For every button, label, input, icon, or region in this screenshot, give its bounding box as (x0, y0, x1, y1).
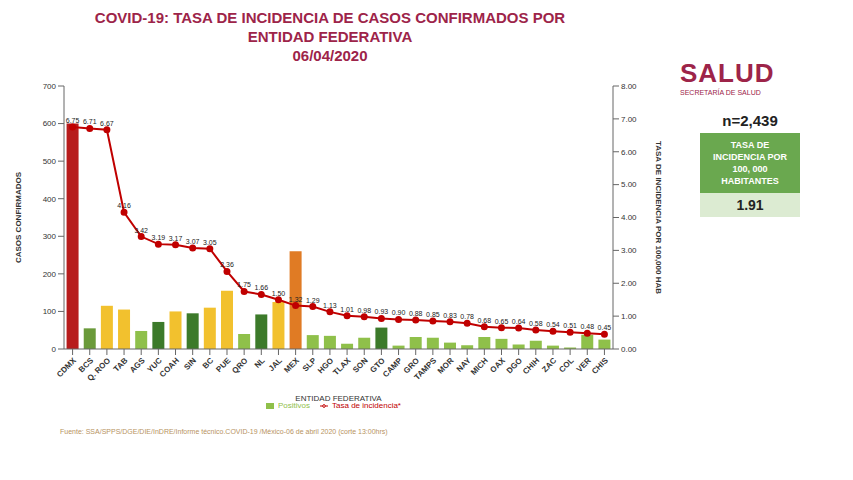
svg-text:6.71: 6.71 (83, 118, 97, 125)
svg-text:ENTIDAD FEDERATIVA: ENTIDAD FEDERATIVA (295, 394, 382, 403)
svg-text:MICH: MICH (469, 356, 490, 377)
svg-text:0.83: 0.83 (443, 312, 457, 319)
svg-text:0.98: 0.98 (357, 307, 371, 314)
svg-text:CHIS: CHIS (590, 356, 610, 376)
svg-text:0.68: 0.68 (478, 317, 492, 324)
svg-text:VER: VER (575, 356, 593, 374)
svg-text:200: 200 (43, 270, 57, 279)
svg-text:QRO: QRO (230, 356, 249, 375)
svg-text:GTO: GTO (368, 356, 387, 375)
svg-text:600: 600 (43, 119, 57, 128)
html-text:SALUD: SALUD (680, 58, 775, 88)
svg-text:YUC: YUC (145, 356, 164, 375)
svg-text:0.93: 0.93 (375, 308, 389, 315)
html-text:Tasa de incidencia*: Tasa de incidencia* (332, 401, 401, 410)
svg-text:7.00: 7.00 (621, 115, 637, 124)
svg-text:HGO: HGO (316, 356, 336, 376)
html-text:SECRETARÍA DE SALUD: SECRETARÍA DE SALUD (680, 89, 761, 96)
svg-text:0.51: 0.51 (563, 322, 577, 329)
svg-text:CDMX: CDMX (55, 356, 78, 379)
svg-text:3.07: 3.07 (186, 238, 200, 245)
svg-text:OAX: OAX (488, 356, 507, 375)
svg-text:0.54: 0.54 (546, 321, 560, 328)
svg-text:4.00: 4.00 (621, 213, 637, 222)
svg-text:500: 500 (43, 157, 57, 166)
svg-text:1.29: 1.29 (306, 297, 320, 304)
svg-text:0.65: 0.65 (495, 318, 509, 325)
svg-text:3.42: 3.42 (134, 227, 148, 234)
svg-text:6.75: 6.75 (66, 117, 80, 124)
svg-text:0.85: 0.85 (426, 311, 440, 318)
svg-text:1.75: 1.75 (237, 281, 251, 288)
svg-text:0.88: 0.88 (409, 310, 423, 317)
svg-text:GRO: GRO (401, 356, 422, 376)
svg-text:0.48: 0.48 (580, 323, 594, 330)
svg-text:BC: BC (201, 356, 216, 371)
html-text:06/04/2020: 06/04/2020 (292, 47, 368, 64)
svg-text:TASA DE INCIDENCIA POR 100,000: TASA DE INCIDENCIA POR 100,000 HAB (654, 141, 663, 294)
svg-text:JAL: JAL (267, 356, 284, 373)
svg-text:3.00: 3.00 (621, 246, 637, 255)
svg-text:1.00: 1.00 (621, 312, 637, 321)
svg-text:MOR: MOR (436, 356, 456, 376)
svg-text:6.00: 6.00 (621, 148, 637, 157)
html-text:n=2,439: n=2,439 (722, 112, 778, 129)
svg-text:3.19: 3.19 (152, 234, 166, 241)
svg-text:3.17: 3.17 (169, 235, 183, 242)
svg-text:CHIH: CHIH (521, 356, 541, 376)
svg-text:4.16: 4.16 (117, 202, 131, 209)
html-text:Fuente: SSA/SPPS/DGE/DIE/InDRE: Fuente: SSA/SPPS/DGE/DIE/InDRE/Informe t… (60, 428, 388, 435)
svg-text:2.36: 2.36 (220, 261, 234, 268)
svg-text:ZAC: ZAC (540, 356, 558, 374)
svg-text:0.90: 0.90 (392, 309, 406, 316)
svg-text:5.00: 5.00 (621, 180, 637, 189)
svg-text:MEX: MEX (282, 356, 301, 375)
svg-text:400: 400 (43, 195, 57, 204)
svg-text:300: 300 (43, 232, 57, 241)
svg-text:2.00: 2.00 (621, 279, 637, 288)
svg-text:1.13: 1.13 (323, 302, 337, 309)
svg-text:0.45: 0.45 (598, 324, 612, 331)
svg-text:SLP: SLP (301, 356, 319, 374)
svg-text:1.50: 1.50 (272, 290, 286, 297)
svg-text:0.78: 0.78 (460, 313, 474, 320)
svg-text:COAH: COAH (158, 356, 181, 379)
svg-text:100: 100 (43, 307, 57, 316)
svg-text:BCS: BCS (76, 356, 96, 375)
svg-text:0.64: 0.64 (512, 318, 526, 325)
svg-text:3.05: 3.05 (203, 239, 217, 246)
svg-text:TAMPS: TAMPS (413, 356, 439, 382)
svg-text:0.58: 0.58 (529, 320, 543, 327)
svg-text:AGS: AGS (128, 356, 147, 375)
svg-text:NAY: NAY (454, 356, 473, 374)
svg-text:0: 0 (52, 345, 57, 354)
svg-text:1.01: 1.01 (340, 306, 354, 313)
svg-text:DGO: DGO (505, 356, 524, 375)
html-text:TASA DE INCIDENCIA POR 100, 00: TASA DE INCIDENCIA POR 100, 000 HABITANT… (712, 140, 788, 186)
svg-text:SON: SON (351, 356, 370, 375)
svg-text:6.67: 6.67 (100, 120, 114, 127)
svg-text:1.66: 1.66 (254, 284, 268, 291)
html-text:1.91: 1.91 (736, 197, 764, 213)
html-text:COVID-19: TASA DE INCIDENCIA D: COVID-19: TASA DE INCIDENCIA DE CASOS CO… (94, 9, 566, 45)
svg-text:SIN: SIN (182, 356, 198, 372)
svg-text:8.00: 8.00 (621, 82, 637, 91)
svg-text:NL: NL (253, 356, 267, 370)
svg-text:TAB: TAB (112, 356, 130, 374)
svg-text:PUE: PUE (214, 356, 232, 374)
svg-text:COL: COL (557, 356, 575, 374)
svg-text:Q. ROO: Q. ROO (86, 356, 113, 383)
svg-text:TLAX: TLAX (331, 356, 353, 378)
html-text:Positivos: Positivos (278, 401, 310, 410)
svg-text:0.00: 0.00 (621, 345, 637, 354)
svg-text:1.32: 1.32 (289, 296, 303, 303)
svg-text:CAMP: CAMP (381, 356, 404, 379)
svg-text:700: 700 (43, 82, 57, 91)
svg-text:CASOS CONFIRMADOS: CASOS CONFIRMADOS (14, 171, 23, 263)
